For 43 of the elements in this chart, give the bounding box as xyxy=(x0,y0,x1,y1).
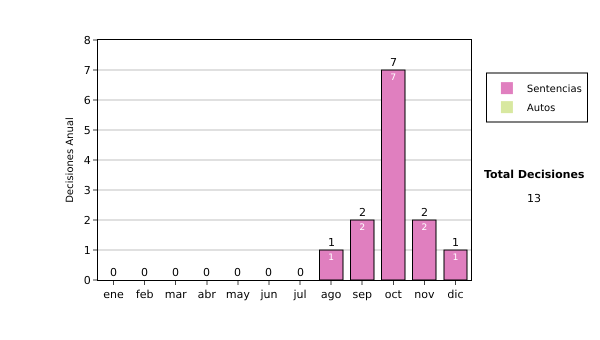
total-label: 0 xyxy=(172,266,179,279)
x-tick-label: ene xyxy=(103,288,124,302)
total-label: 0 xyxy=(265,266,272,279)
x-tick-label: sep xyxy=(352,288,372,302)
x-tick-label: dic xyxy=(447,288,464,302)
y-tick-label: 5 xyxy=(84,124,91,137)
x-tick-label: jun xyxy=(259,288,278,302)
total-label: 1 xyxy=(452,236,459,249)
x-tick-label: jul xyxy=(292,288,307,302)
data-label: 1 xyxy=(328,253,334,263)
y-tick-label: 1 xyxy=(84,244,91,257)
data-label: 2 xyxy=(359,223,366,233)
x-tick-label: ago xyxy=(320,288,342,302)
y-tick-label: 0 xyxy=(84,274,91,287)
y-axis-title: Decisiones Anual xyxy=(64,117,76,203)
total-label: 0 xyxy=(297,266,304,279)
total-label: 2 xyxy=(421,206,428,219)
x-tick-label: abr xyxy=(198,288,216,302)
total-label: 0 xyxy=(203,266,210,279)
total-label: 1 xyxy=(328,236,335,249)
y-tick-label: 3 xyxy=(84,184,91,197)
y-tick-label: 2 xyxy=(84,214,91,227)
total-label: 0 xyxy=(141,266,148,279)
x-tick-label: may xyxy=(226,288,250,302)
y-tick-label: 8 xyxy=(84,34,91,47)
text: Total Decisiones xyxy=(484,168,585,181)
text: 13 xyxy=(527,192,541,205)
total-label: 7 xyxy=(390,56,397,69)
y-tick-label: 7 xyxy=(84,64,91,77)
x-tick-label: oct xyxy=(384,288,403,302)
x-tick-label: mar xyxy=(164,288,188,302)
data-label: 1 xyxy=(452,253,458,263)
total-label: 0 xyxy=(234,266,241,279)
x-tick-label: nov xyxy=(414,288,435,302)
y-tick-label: 6 xyxy=(84,94,91,107)
x-tick-label: feb xyxy=(136,288,154,302)
y-tick-label: 4 xyxy=(84,154,91,167)
total-label: 0 xyxy=(110,266,117,279)
data-label: 2 xyxy=(422,223,428,233)
data-label: 7 xyxy=(390,73,396,83)
legend-label: Sentencias xyxy=(526,84,582,95)
legend-label: Autos xyxy=(526,103,556,114)
total-label: 2 xyxy=(359,206,366,219)
